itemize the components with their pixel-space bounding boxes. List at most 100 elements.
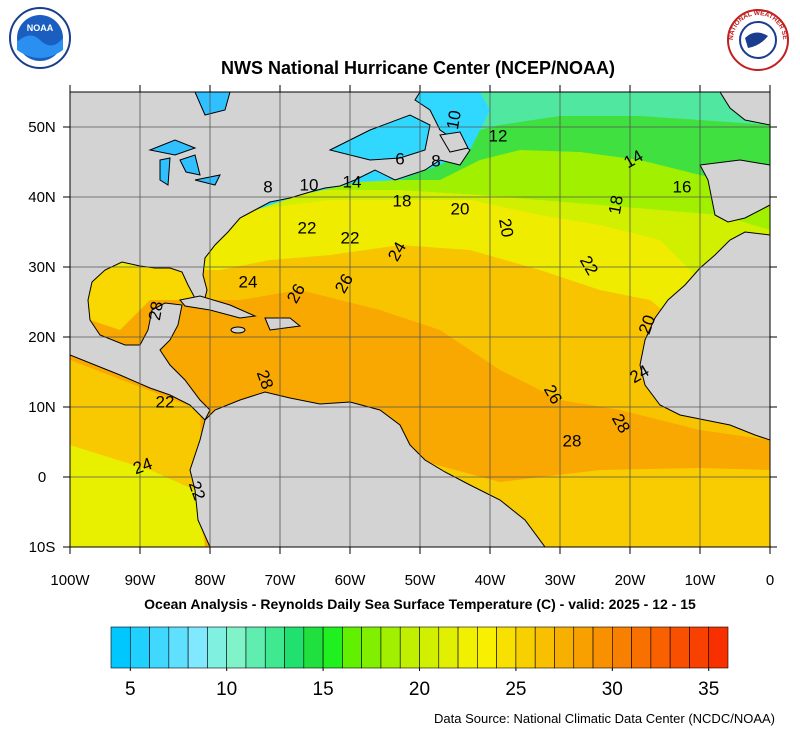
colorbar-tick-label: 15 — [313, 679, 334, 700]
north-america — [70, 92, 471, 421]
contour-label: 10 — [300, 175, 319, 194]
colorbar-cell — [592, 626, 613, 669]
colorbar-cell — [515, 626, 536, 669]
x-tick-label: 50W — [405, 572, 437, 589]
contour-label: 22 — [156, 392, 175, 411]
great-lake — [148, 139, 197, 156]
colorbar-cell — [168, 626, 189, 669]
contour-label: 28 — [145, 300, 167, 322]
contour-label: 16 — [673, 177, 692, 196]
land — [70, 92, 770, 547]
colorbar-cell — [264, 626, 285, 669]
x-tick-label: 40W — [475, 572, 507, 589]
y-tick-label: 0 — [38, 469, 46, 486]
cuba — [179, 295, 257, 319]
colorbar-cell — [303, 626, 324, 669]
sst-zone — [480, 92, 770, 130]
y-tick-label: 20N — [28, 329, 56, 346]
colorbar-cell — [573, 626, 594, 669]
y-tick-label: 10N — [28, 399, 56, 416]
contour-label: 18 — [605, 194, 627, 216]
x-tick-label: 30W — [545, 572, 577, 589]
nws-logo-text-path: NATIONAL WEATHER SERVICE — [0, 0, 788, 41]
subtitle: Ocean Analysis - Reynolds Daily Sea Surf… — [144, 596, 696, 612]
contour-label: 18 — [393, 191, 412, 210]
colorbar-cell — [342, 626, 362, 669]
colorbar-cell — [207, 626, 227, 669]
colorbar-cell — [477, 626, 497, 669]
colorbar-cell — [554, 626, 575, 669]
colorbar-cell — [129, 626, 150, 669]
sst-zone — [85, 268, 200, 330]
colorbar-cell — [419, 626, 440, 669]
europe — [699, 159, 770, 223]
axes: 100W 90W 80W 70W 60W 50W 40W 30W 20W 10W 0 10S 0 10N 2… — [28, 85, 777, 589]
colorbar-tick-label: 25 — [505, 679, 526, 700]
colorbar-cell — [457, 626, 478, 669]
great-lake — [159, 157, 171, 186]
colorbar-cell — [669, 626, 690, 669]
colorbar-cell — [149, 626, 170, 669]
great-lake — [179, 154, 201, 176]
nws-logo-text: NATIONAL WEATHER SERVICE — [0, 0, 788, 41]
colorbar-cell — [110, 626, 131, 669]
colorbar-cell — [650, 626, 671, 669]
x-tick-label: 70W — [265, 572, 297, 589]
newfoundland — [439, 131, 469, 153]
colorbar-cell — [284, 626, 305, 669]
sst-zone — [70, 445, 205, 547]
colorbar-cell — [534, 626, 555, 669]
contour-label: 20 — [495, 217, 517, 239]
contour-label: 6 — [395, 149, 404, 168]
contour-label: 24 — [239, 272, 258, 291]
contour-label: 8 — [263, 177, 272, 196]
y-tick-label: 10S — [29, 539, 56, 556]
colorbar-cell — [380, 626, 401, 669]
hudson-bay — [194, 92, 231, 116]
colorbar-cell — [322, 626, 343, 669]
x-tick-label: 20W — [615, 572, 647, 589]
colorbar-cell — [245, 626, 266, 669]
contour-label: 20 — [451, 199, 470, 218]
x-tick-label: 80W — [195, 572, 227, 589]
colorbar-tick-label: 5 — [125, 679, 136, 700]
colorbar-cell — [226, 626, 247, 669]
contour-label: 22 — [341, 228, 360, 247]
x-tick-label: 90W — [125, 572, 157, 589]
contour-label: 8 — [431, 151, 440, 170]
noaa-logo: NOAA — [9, 7, 71, 69]
y-tick-label: 40N — [28, 189, 56, 206]
x-tick-label: 0 — [766, 572, 774, 589]
colorbar-cell — [187, 626, 208, 669]
colorbar-cell — [689, 626, 710, 669]
colorbar-cell — [708, 626, 729, 669]
source: Data Source: National Climatic Data Cent… — [434, 711, 775, 726]
sst-zone — [400, 455, 770, 547]
colorbar-cell — [399, 626, 420, 669]
colorbar-cell — [631, 626, 652, 669]
contour-label: 12 — [489, 126, 508, 145]
great-lake — [194, 174, 221, 186]
x-tick-label: 100W — [50, 572, 90, 589]
noaa-logo-text: NOAA — [27, 23, 54, 33]
x-tick-label: 60W — [335, 572, 367, 589]
x-tick-label: 10W — [685, 572, 717, 589]
hispaniola — [264, 317, 302, 331]
contour-label: 28 — [563, 431, 582, 450]
colorbar-cell — [612, 626, 632, 669]
title: NWS National Hurricane Center (NCEP/NOAA… — [221, 58, 615, 78]
south-america — [189, 391, 546, 547]
y-tick-label: 30N — [28, 259, 56, 276]
british-isles — [719, 92, 770, 126]
contour-label: 22 — [298, 218, 317, 237]
colorbar-cell — [438, 626, 459, 669]
contour-label: 10 — [443, 109, 465, 131]
colorbar-tick-label: 35 — [698, 679, 719, 700]
africa — [639, 231, 770, 441]
contour-label: 14 — [343, 172, 362, 191]
y-tick-label: 50N — [28, 119, 56, 136]
colorbar-tick-label: 30 — [602, 679, 623, 700]
gulf-st-lawrence — [328, 114, 431, 161]
